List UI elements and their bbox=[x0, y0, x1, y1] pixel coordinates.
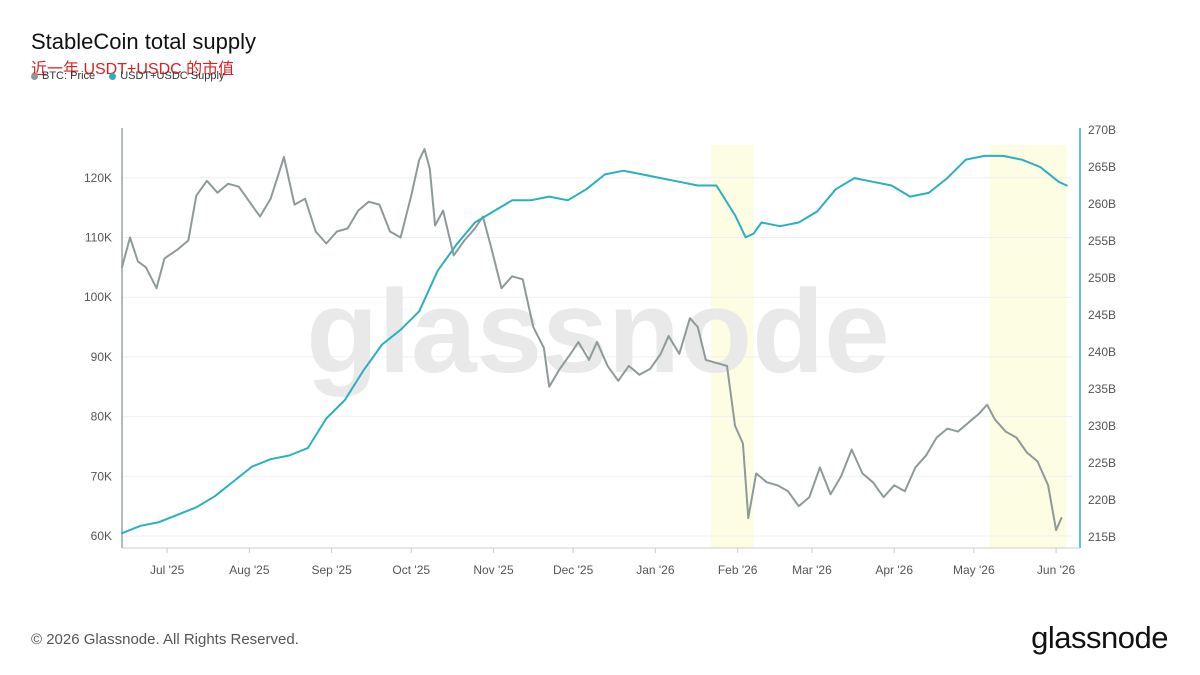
highlight-band-2 bbox=[989, 145, 1067, 548]
x-tick-label: Aug '25 bbox=[229, 563, 270, 577]
x-tick-label: Sep '25 bbox=[311, 563, 352, 577]
gridlines bbox=[122, 177, 1072, 537]
legend-label-supply: USDT+USDC Supply bbox=[120, 70, 225, 82]
y-right-tick-label: 270B bbox=[1088, 123, 1116, 137]
legend-dot-btc bbox=[31, 72, 38, 80]
y-left-tick-label: 110K bbox=[85, 230, 112, 244]
x-tick-label: Mar '26 bbox=[792, 563, 832, 577]
x-tick-label: Nov '25 bbox=[473, 563, 514, 577]
x-tick-label: Feb '26 bbox=[718, 563, 758, 577]
y-right-tick-label: 220B bbox=[1088, 493, 1116, 507]
legend-dot-supply bbox=[109, 72, 117, 80]
legend: BTC: Price USDT+USDC Supply bbox=[31, 70, 224, 82]
y-right-tick-label: 265B bbox=[1088, 160, 1116, 174]
series bbox=[121, 148, 1068, 535]
y-right-tick-label: 255B bbox=[1088, 234, 1116, 248]
y-left-tick-label: 120K bbox=[84, 171, 112, 185]
y-right-tick-label: 215B bbox=[1088, 530, 1116, 544]
x-tick-label: Oct '25 bbox=[392, 563, 430, 577]
y-left-tick-label: 60K bbox=[91, 529, 112, 543]
series-line-stablecoin-supply[interactable] bbox=[121, 154, 1068, 535]
chart-subtitle: 近一年 USDT+USDC 的市值 bbox=[31, 61, 235, 78]
y-right-tick-label: 245B bbox=[1088, 308, 1116, 322]
y-right-tick-label: 230B bbox=[1088, 419, 1116, 433]
legend-item-btc[interactable]: BTC: Price bbox=[31, 70, 95, 82]
y-left-tick-label: 90K bbox=[91, 350, 112, 364]
glassnode-logo[interactable]: glassnode bbox=[1031, 620, 1168, 655]
x-tick-label: Apr '26 bbox=[875, 563, 913, 577]
y-left-tick-label: 100K bbox=[84, 290, 112, 304]
y-right-tick-label: 250B bbox=[1088, 271, 1116, 285]
x-tick-label: Jan '26 bbox=[636, 563, 675, 577]
y-left-tick-label: 80K bbox=[91, 410, 112, 424]
y-right-tick-label: 225B bbox=[1088, 456, 1116, 470]
y-left-tick-label: 70K bbox=[91, 469, 112, 483]
watermark: glassnode bbox=[306, 266, 890, 398]
x-tick-label: May '26 bbox=[953, 563, 995, 577]
copyright-text: © 2026 Glassnode. All Rights Reserved. bbox=[31, 631, 299, 648]
chart-title: StableCoin total supply bbox=[31, 29, 257, 54]
y-right-tick-label: 260B bbox=[1088, 197, 1116, 211]
x-tick-label: Jun '26 bbox=[1037, 563, 1076, 577]
legend-item-supply[interactable]: USDT+USDC Supply bbox=[109, 70, 224, 82]
axes: 60K 70K 80K 90K 100K 110K 120K 215B 220B 225B 230B… bbox=[84, 123, 1116, 577]
y-right-tick-label: 240B bbox=[1088, 345, 1116, 359]
y-right-tick-label: 235B bbox=[1088, 382, 1116, 396]
legend-label-btc: BTC: Price bbox=[42, 70, 96, 82]
series-line-btc-price[interactable] bbox=[121, 148, 1063, 532]
x-tick-label: Dec '25 bbox=[553, 563, 594, 577]
x-tick-label: Jul '25 bbox=[150, 563, 185, 577]
